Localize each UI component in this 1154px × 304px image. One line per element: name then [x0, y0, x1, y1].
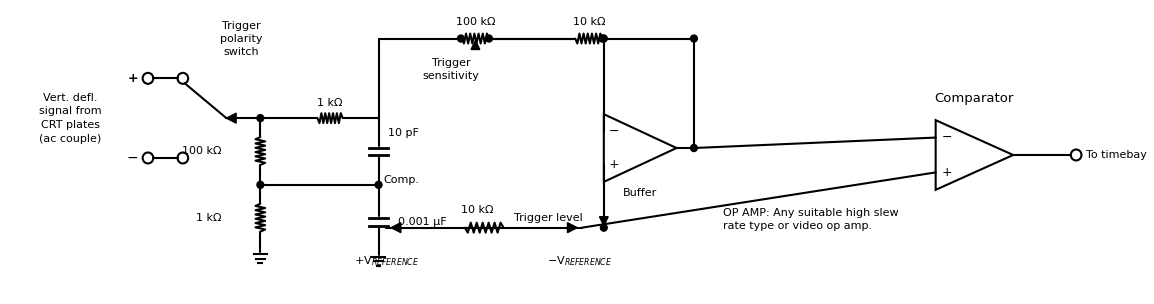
- Polygon shape: [391, 223, 400, 233]
- Text: 10 kΩ: 10 kΩ: [462, 205, 494, 215]
- Circle shape: [257, 115, 264, 122]
- Text: Trigger
polarity
switch: Trigger polarity switch: [219, 21, 262, 57]
- Text: 100 kΩ: 100 kΩ: [182, 146, 222, 156]
- Text: +V$_{REFERENCE}$: +V$_{REFERENCE}$: [353, 254, 419, 268]
- Circle shape: [600, 35, 607, 42]
- Circle shape: [257, 181, 264, 188]
- Text: Comp.: Comp.: [383, 175, 419, 185]
- Text: 100 kΩ: 100 kΩ: [456, 17, 495, 26]
- Circle shape: [599, 35, 606, 42]
- Polygon shape: [471, 40, 480, 50]
- Polygon shape: [599, 217, 608, 226]
- Polygon shape: [568, 223, 577, 233]
- Text: −V$_{REFERENCE}$: −V$_{REFERENCE}$: [547, 254, 613, 268]
- Text: Trigger
sensitivity: Trigger sensitivity: [422, 58, 480, 81]
- Circle shape: [486, 35, 493, 42]
- Text: Trigger level: Trigger level: [515, 213, 583, 223]
- Text: OP AMP: Any suitable high slew
rate type or video op amp.: OP AMP: Any suitable high slew rate type…: [722, 208, 898, 231]
- Circle shape: [375, 181, 382, 188]
- Text: Buffer: Buffer: [623, 188, 658, 198]
- Text: Comparator: Comparator: [935, 92, 1014, 105]
- Text: 1 kΩ: 1 kΩ: [196, 213, 222, 223]
- Circle shape: [690, 35, 697, 42]
- Text: +: +: [942, 166, 952, 179]
- Polygon shape: [226, 113, 237, 123]
- Text: 10 kΩ: 10 kΩ: [572, 17, 605, 26]
- Circle shape: [600, 224, 607, 231]
- Circle shape: [690, 144, 697, 151]
- Text: −: −: [942, 131, 952, 144]
- Text: To timebay: To timebay: [1086, 150, 1147, 160]
- Text: −: −: [127, 151, 138, 165]
- Text: Vert. defl.
signal from
CRT plates
(ac couple): Vert. defl. signal from CRT plates (ac c…: [39, 93, 102, 143]
- Text: 10 pF: 10 pF: [388, 128, 419, 138]
- Text: +: +: [128, 72, 138, 85]
- Text: 0.001 μF: 0.001 μF: [398, 217, 447, 227]
- Circle shape: [457, 35, 464, 42]
- Text: +: +: [608, 158, 620, 171]
- Text: −: −: [608, 125, 620, 138]
- Text: 1 kΩ: 1 kΩ: [317, 98, 343, 108]
